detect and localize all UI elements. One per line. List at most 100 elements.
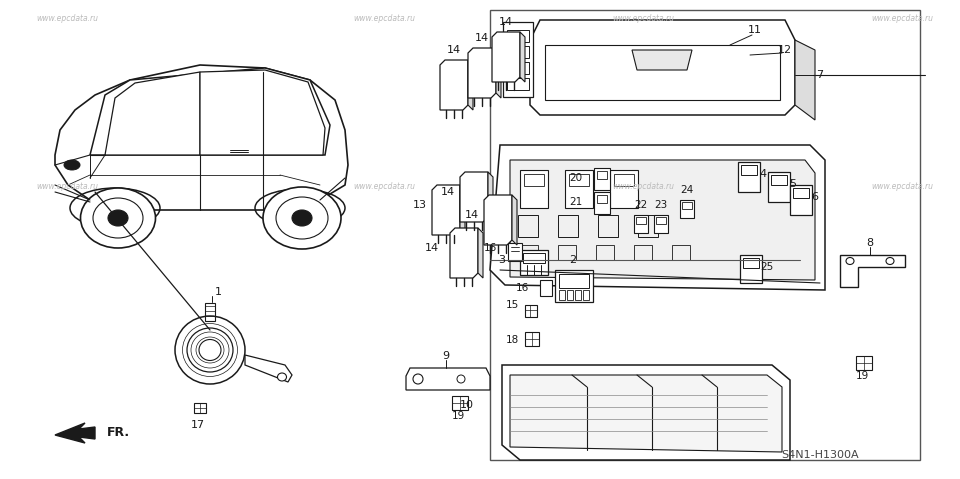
Bar <box>680 200 694 218</box>
Text: 17: 17 <box>191 420 205 430</box>
Bar <box>507 62 529 74</box>
Bar <box>559 274 589 288</box>
Text: 12: 12 <box>778 45 792 55</box>
Bar <box>598 215 618 237</box>
Text: 16: 16 <box>484 243 496 253</box>
Polygon shape <box>510 160 815 280</box>
Text: 14: 14 <box>465 210 479 220</box>
Bar <box>594 168 610 190</box>
Bar <box>682 202 692 209</box>
Bar <box>614 174 634 186</box>
Polygon shape <box>432 185 460 235</box>
Bar <box>596 245 614 260</box>
Polygon shape <box>632 50 692 70</box>
Text: 14: 14 <box>499 17 513 27</box>
Ellipse shape <box>64 160 80 170</box>
Polygon shape <box>105 72 200 155</box>
Polygon shape <box>488 172 493 222</box>
Text: 2: 2 <box>569 255 577 265</box>
Polygon shape <box>468 48 496 98</box>
Bar <box>771 175 787 185</box>
Text: 18: 18 <box>505 335 518 345</box>
Bar <box>523 253 545 263</box>
Bar <box>540 280 552 296</box>
Bar <box>672 245 690 260</box>
Bar <box>636 217 646 224</box>
Text: 6: 6 <box>811 192 819 202</box>
Bar <box>594 192 610 214</box>
Polygon shape <box>502 365 790 460</box>
Text: 22: 22 <box>635 200 648 210</box>
Bar <box>597 195 607 203</box>
Ellipse shape <box>81 188 156 248</box>
Bar <box>741 165 757 175</box>
Text: 13: 13 <box>413 200 427 210</box>
Text: www.epcdata.ru: www.epcdata.ru <box>353 182 415 191</box>
Bar <box>507 78 529 90</box>
Text: www.epcdata.ru: www.epcdata.ru <box>612 14 674 23</box>
Polygon shape <box>55 65 348 210</box>
Text: www.epcdata.ru: www.epcdata.ru <box>353 14 415 23</box>
Bar <box>740 255 762 283</box>
Polygon shape <box>530 20 795 115</box>
Ellipse shape <box>277 373 286 381</box>
Text: 16: 16 <box>516 283 529 293</box>
Bar <box>856 356 872 370</box>
Polygon shape <box>490 145 825 290</box>
Text: www.epcdata.ru: www.epcdata.ru <box>36 182 98 191</box>
Bar <box>558 215 578 237</box>
Text: 21: 21 <box>569 197 583 207</box>
Text: S4N1-H1300A: S4N1-H1300A <box>781 450 859 460</box>
Polygon shape <box>55 423 95 443</box>
Bar <box>575 290 581 300</box>
Polygon shape <box>200 70 325 155</box>
Polygon shape <box>460 185 465 235</box>
Bar <box>567 290 573 300</box>
Polygon shape <box>460 172 488 222</box>
Polygon shape <box>496 48 501 98</box>
Text: 5: 5 <box>789 179 797 189</box>
Ellipse shape <box>292 210 312 226</box>
Bar <box>520 250 548 275</box>
Bar <box>638 215 658 237</box>
Polygon shape <box>520 32 525 82</box>
Polygon shape <box>510 375 782 452</box>
Bar <box>518 215 538 237</box>
Text: 20: 20 <box>569 173 583 183</box>
Text: 14: 14 <box>441 187 455 197</box>
Polygon shape <box>450 228 478 278</box>
Bar <box>634 245 652 260</box>
Bar <box>738 162 760 192</box>
Text: 11: 11 <box>748 25 762 35</box>
Text: FR.: FR. <box>107 426 131 440</box>
Bar <box>520 245 538 260</box>
Polygon shape <box>512 195 517 245</box>
Polygon shape <box>440 60 468 110</box>
Polygon shape <box>840 255 905 287</box>
Bar <box>634 215 648 233</box>
Text: 19: 19 <box>855 371 869 381</box>
Bar <box>597 171 607 179</box>
Bar <box>793 188 809 198</box>
Text: www.epcdata.ru: www.epcdata.ru <box>872 14 933 23</box>
Bar <box>205 303 215 321</box>
Bar <box>743 258 759 268</box>
Bar <box>583 290 589 300</box>
Bar <box>525 305 537 317</box>
Text: 3: 3 <box>498 255 506 265</box>
Text: 4: 4 <box>759 169 767 179</box>
Bar <box>525 332 539 346</box>
Bar <box>565 170 593 208</box>
Bar <box>508 243 522 261</box>
Bar <box>555 270 593 302</box>
Text: 8: 8 <box>867 238 874 248</box>
Polygon shape <box>484 195 512 245</box>
Bar <box>610 170 638 208</box>
Text: 10: 10 <box>460 400 474 410</box>
Text: 1: 1 <box>214 287 222 297</box>
Bar <box>194 403 206 413</box>
Bar <box>452 396 468 410</box>
Polygon shape <box>795 40 815 120</box>
Bar <box>656 217 666 224</box>
Text: 19: 19 <box>451 411 465 421</box>
